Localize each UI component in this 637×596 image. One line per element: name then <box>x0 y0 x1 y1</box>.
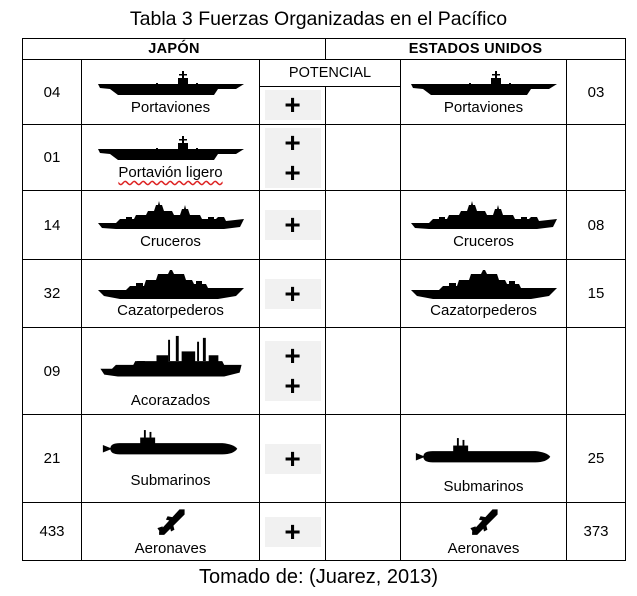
jp-label: Acorazados <box>130 391 211 409</box>
empty-cell <box>325 414 402 503</box>
us-label: Cazatorpederos <box>430 302 537 319</box>
destroyer-icon <box>96 268 246 302</box>
plus-icon: + <box>284 340 301 371</box>
potential-cell: + <box>258 259 327 328</box>
jp-count: 433 <box>22 502 82 561</box>
header-japan: JAPÓN <box>21 38 327 60</box>
jp-unit: Cruceros <box>81 190 260 260</box>
empty-cell <box>325 124 402 191</box>
jp-unit: Portaviones <box>81 59 260 125</box>
jp-label: Aeronaves <box>134 540 207 557</box>
cruiser-icon <box>408 201 560 233</box>
light-carrier-icon <box>95 134 247 164</box>
submarine-icon <box>101 428 241 462</box>
table-row: 433 Aeronaves + Aeronaves 373 <box>22 502 627 561</box>
us-unit: Portaviones <box>400 59 568 125</box>
jp-count: 04 <box>22 59 82 125</box>
plus-icon: + <box>264 278 321 309</box>
empty-cell <box>325 259 402 328</box>
table-row: 14 Cruceros + Cruceros 08 <box>22 190 627 260</box>
plus-icon: + <box>264 210 321 240</box>
plus-icon: + <box>284 156 301 188</box>
table-row: 32 Cazatorpederos + Cazatorpederos 15 <box>22 259 627 328</box>
empty-cell <box>325 190 402 260</box>
jp-unit: Aeronaves <box>81 502 260 561</box>
jp-label: Portavión ligero <box>118 164 223 181</box>
cruiser-icon <box>95 201 247 233</box>
jp-unit: Cazatorpederos <box>81 259 260 328</box>
plus-icon: + <box>284 370 301 401</box>
jp-label: Submarinos <box>130 472 211 489</box>
source-caption: Tomado de: (Juarez, 2013) <box>198 566 439 588</box>
jp-label: Portaviones <box>130 98 211 116</box>
us-label: Aeronaves <box>447 540 520 557</box>
table-row: 09 Acorazados + + <box>22 327 627 415</box>
jp-count: 01 <box>22 124 82 191</box>
jp-count: 14 <box>22 190 82 260</box>
table-row: 01 Portavión ligero + + <box>22 124 627 191</box>
us-count: 15 <box>566 259 627 328</box>
jp-label: Cazatorpederos <box>117 302 224 319</box>
plus-icon: + <box>284 126 301 158</box>
destroyer-icon <box>409 268 559 302</box>
jp-unit: Acorazados <box>81 327 260 415</box>
header-usa: ESTADOS UNIDOS <box>325 38 627 60</box>
forces-table: JAPÓN ESTADOS UNIDOS 04 Portaviones POTE… <box>21 38 627 561</box>
potential-cell: + <box>258 414 327 503</box>
us-count: 373 <box>566 502 627 561</box>
table-title: Tabla 3 Fuerzas Organizadas en el Pacífi… <box>129 8 508 30</box>
plus-icon: + <box>264 443 321 474</box>
potential-cell: + <box>258 502 327 561</box>
airplane-icon <box>154 506 188 540</box>
jp-count: 21 <box>22 414 82 503</box>
plus-icon: + <box>264 90 321 120</box>
jp-label: Cruceros <box>140 232 201 250</box>
aircraft-carrier-icon <box>408 69 560 99</box>
us-label: Submarinos <box>443 478 524 495</box>
jp-count: 32 <box>22 259 82 328</box>
table-row: 04 Portaviones POTENCIAL + Portaviones 0… <box>22 59 627 125</box>
us-count <box>566 124 627 191</box>
us-count <box>566 327 627 415</box>
us-count: 03 <box>566 59 627 125</box>
jp-unit: Portavión ligero <box>81 124 260 191</box>
us-label: Cruceros <box>453 232 514 250</box>
potential-cell: + + <box>258 327 327 415</box>
us-unit <box>400 124 568 191</box>
airplane-icon <box>467 506 501 540</box>
us-count: 08 <box>566 190 627 260</box>
potential-cell: + <box>258 190 327 260</box>
us-unit: Cazatorpederos <box>400 259 568 328</box>
potential-cell: + + <box>258 124 327 191</box>
empty-cell <box>325 327 402 415</box>
empty-cell <box>325 502 402 561</box>
us-count: 25 <box>566 414 627 503</box>
plus-icon: + <box>264 516 321 547</box>
jp-count: 09 <box>22 327 82 415</box>
table-row: 21 Submarinos + Submarinos 25 <box>22 414 627 503</box>
us-unit: Submarinos <box>400 414 568 503</box>
battleship-icon <box>96 334 246 392</box>
submarine-icon <box>414 436 554 470</box>
jp-unit: Submarinos <box>81 414 260 503</box>
potential-cell: POTENCIAL + <box>258 59 402 125</box>
us-unit: Aeronaves <box>400 502 568 561</box>
us-label: Portaviones <box>443 98 524 116</box>
us-unit: Cruceros <box>400 190 568 260</box>
us-unit <box>400 327 568 415</box>
potential-label: POTENCIAL <box>260 61 400 87</box>
aircraft-carrier-icon <box>95 69 247 99</box>
